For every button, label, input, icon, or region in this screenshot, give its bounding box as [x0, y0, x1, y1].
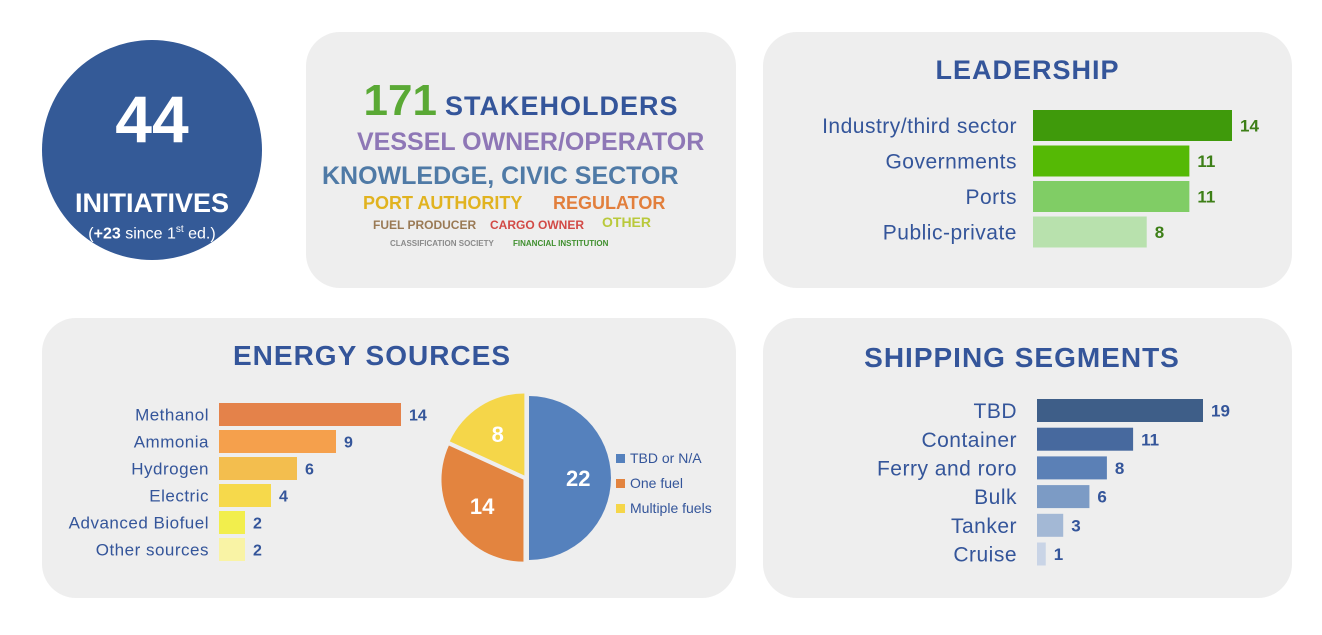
pie-slice [441, 445, 524, 562]
value-label: 2 [253, 515, 262, 532]
bar [1037, 399, 1203, 422]
legend-label: TBD or N/A [630, 450, 702, 466]
category-label: TBD [974, 400, 1018, 423]
bar [1033, 216, 1147, 248]
pie-slice [529, 396, 611, 560]
bar [219, 403, 401, 426]
bar [219, 538, 245, 561]
pie-value-label: 8 [492, 422, 504, 447]
bar [1033, 145, 1190, 177]
pie-value-label: 14 [470, 494, 495, 519]
note-suffix: ed.) [183, 225, 216, 243]
value-label: 1 [1054, 545, 1063, 564]
bar [219, 457, 297, 480]
cloud-word: CARGO OWNER [490, 218, 584, 232]
value-label: 11 [1197, 188, 1215, 207]
value-label: 19 [1211, 402, 1230, 421]
legend-swatch [616, 454, 625, 463]
note-count: +23 [93, 225, 121, 243]
category-label: Tanker [951, 515, 1017, 538]
category-label: Bulk [974, 486, 1017, 509]
initiatives-count: 44 [115, 82, 189, 156]
value-label: 14 [409, 407, 427, 424]
initiatives-badge: 44 INITIATIVES (+23 since 1st ed.) [42, 40, 262, 260]
category-label: Advanced Biofuel [69, 514, 209, 533]
note-sup: st [175, 224, 184, 235]
bar [1033, 110, 1232, 141]
stakeholders-card: 171 STAKEHOLDERS [306, 32, 736, 288]
category-label: Ammonia [134, 433, 209, 452]
pie-value-label: 22 [566, 466, 590, 491]
initiatives-note: (+23 since 1st ed.) [42, 220, 262, 244]
shipping-segments-chart: TBD 19 Container 11 Ferry and roro 8 Bulk 6 Tank… [877, 399, 1230, 567]
category-label: Governments [885, 151, 1017, 174]
category-label: Methanol [135, 406, 209, 425]
stakeholders-title: 171 STAKEHOLDERS [306, 76, 736, 126]
stakeholders-word: STAKEHOLDERS [444, 91, 679, 121]
value-label: 14 [1240, 117, 1259, 136]
shipping-segments-title: SHIPPING SEGMENTS [864, 342, 1180, 373]
value-label: 9 [344, 434, 353, 451]
note-mid: since 1 [120, 225, 176, 243]
bar [1033, 181, 1190, 212]
category-label: Container [921, 429, 1017, 452]
value-label: 3 [1071, 516, 1080, 535]
legend-swatch [616, 479, 625, 488]
bar [1037, 485, 1090, 509]
cloud-word: KNOWLEDGE, CIVIC SECTOR [322, 162, 679, 190]
stakeholders-count: 171 [363, 76, 437, 125]
category-label: Other sources [96, 541, 209, 560]
shipping-segments-card [763, 318, 1292, 598]
category-label: Industry/third sector [822, 115, 1017, 138]
energy-sources-chart: Methanol 14 Ammonia 9 Hydrogen 6 Electric 4 Adva… [69, 393, 712, 562]
category-label: Electric [149, 487, 209, 506]
bar [1037, 513, 1064, 537]
category-label: Public-private [883, 222, 1017, 245]
pie-slice [449, 393, 525, 476]
value-label: 8 [1155, 223, 1164, 242]
energy-sources-title: ENERGY SOURCES [233, 340, 511, 371]
legend-label: Multiple fuels [630, 500, 712, 516]
category-label: Hydrogen [131, 460, 209, 479]
cloud-word: VESSEL OWNER/OPERATOR [357, 128, 705, 156]
leadership-card [763, 32, 1292, 288]
bar [219, 484, 271, 507]
bar [219, 511, 245, 534]
note-prefix: ( [88, 225, 94, 243]
cloud-word: REGULATOR [553, 193, 666, 213]
value-label: 11 [1197, 152, 1215, 171]
initiatives-label: INITIATIVES [74, 188, 229, 218]
cloud-word: PORT AUTHORITY [363, 193, 523, 213]
category-label: Ports [965, 186, 1017, 209]
cloud-word: FINANCIAL INSTITUTION [513, 239, 609, 248]
cloud-word: CLASSIFICATION SOCIETY [390, 239, 494, 248]
category-label: Cruise [953, 544, 1017, 567]
value-label: 11 [1141, 430, 1159, 449]
value-label: 6 [305, 461, 314, 478]
value-label: 6 [1097, 488, 1106, 507]
leadership-title: LEADERSHIP [935, 55, 1120, 85]
legend-swatch [616, 504, 625, 513]
bar [1037, 542, 1046, 566]
bar [1037, 427, 1134, 451]
legend-label: One fuel [630, 475, 683, 491]
bar [1037, 456, 1107, 480]
cloud-word: FUEL PRODUCER [373, 218, 477, 232]
value-label: 4 [279, 488, 288, 505]
value-label: 8 [1115, 459, 1124, 478]
cloud-word: OTHER [602, 214, 651, 230]
bar [219, 430, 336, 453]
value-label: 2 [253, 542, 262, 559]
leadership-chart: Industry/third sector 14 Governments 11 Port… [822, 110, 1259, 248]
category-label: Ferry and roro [877, 457, 1017, 480]
